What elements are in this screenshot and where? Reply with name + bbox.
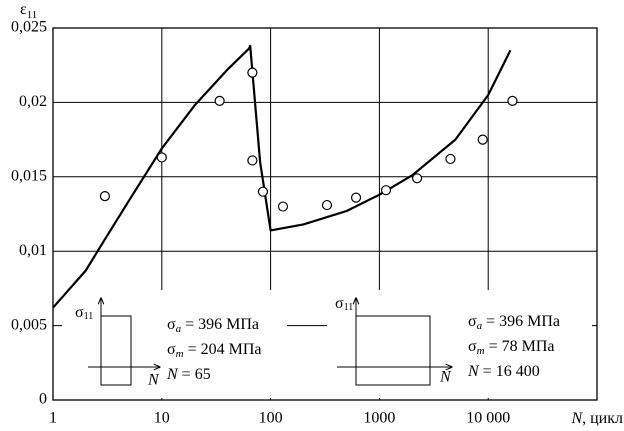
rest: = 16 400	[479, 363, 540, 380]
plot-frame	[52, 27, 598, 401]
inset-text: σm = 204 МПа	[167, 341, 261, 360]
symbol: N	[570, 410, 583, 427]
x-tick-label: 100	[259, 410, 283, 427]
inset-cycle	[100, 315, 132, 386]
rest: = 78 МПа	[485, 338, 555, 355]
subscript: m	[477, 345, 485, 357]
rest: = 396 МПа	[482, 313, 560, 330]
data-point	[214, 95, 225, 107]
inset-axis-label: σ11	[335, 295, 353, 314]
y-tick-label: 0,01	[19, 242, 47, 259]
symbol: N	[166, 366, 179, 383]
inset-axis-label: σ11	[75, 304, 93, 323]
y-tick-label: 0	[39, 391, 47, 408]
x-tick-label: 1	[49, 410, 57, 427]
data-point	[247, 155, 258, 166]
data-point	[380, 185, 392, 196]
y-tick-label: 0,02	[19, 93, 47, 110]
rest: , цикл	[582, 410, 623, 427]
data-point	[477, 134, 488, 145]
data-line	[52, 44, 512, 309]
rest: = 396 МПа	[181, 316, 259, 333]
inset-cycle	[355, 315, 431, 386]
x-axis-label: N, цикл	[570, 410, 623, 427]
data-point	[321, 199, 333, 211]
inset-n-label: N	[147, 372, 160, 389]
symbol: σ	[468, 313, 477, 330]
data-point	[277, 201, 289, 212]
x-tick-label: 10	[154, 410, 170, 427]
inset-text: σa = 396 МПа	[468, 313, 560, 332]
rest: = 65	[178, 366, 211, 383]
subscript: a	[176, 323, 182, 335]
symbol: σ	[468, 338, 477, 355]
data-point	[350, 192, 362, 203]
x-tick-label: 1000	[363, 410, 395, 427]
data-point	[507, 95, 518, 107]
rest: = 204 МПа	[184, 341, 262, 358]
symbol: σ	[335, 295, 344, 312]
inset-background	[62, 290, 287, 398]
symbol: N	[467, 363, 480, 380]
x-tick-label: 10 000	[466, 410, 510, 427]
y-tick-label: 0,015	[11, 167, 47, 184]
inset-text: N = 16 400	[467, 363, 540, 380]
symbol: σ	[75, 304, 84, 321]
y-tick-label: 0,005	[11, 316, 47, 333]
subscript: a	[477, 320, 483, 332]
inset-background	[327, 290, 592, 398]
data-point	[99, 191, 111, 202]
inset-text: σa = 396 МПа	[167, 316, 259, 335]
inset-text: N = 65	[166, 366, 211, 383]
data-point	[411, 173, 423, 184]
y-axis-label: ε11	[20, 1, 37, 21]
subscript: 11	[84, 311, 94, 322]
inset-n-label: N	[439, 369, 452, 386]
data-point	[156, 152, 167, 163]
inset-text: σm = 78 МПа	[468, 338, 554, 357]
data-point	[257, 186, 269, 197]
subscript: 11	[27, 9, 38, 21]
y-tick-label: 0,025	[11, 19, 47, 36]
subscript: 11	[344, 302, 354, 313]
data-point	[247, 67, 258, 78]
symbol: σ	[167, 316, 176, 333]
symbol: σ	[167, 341, 176, 358]
symbol: ε	[20, 1, 27, 18]
data-point	[445, 153, 456, 165]
subscript: m	[176, 348, 184, 360]
